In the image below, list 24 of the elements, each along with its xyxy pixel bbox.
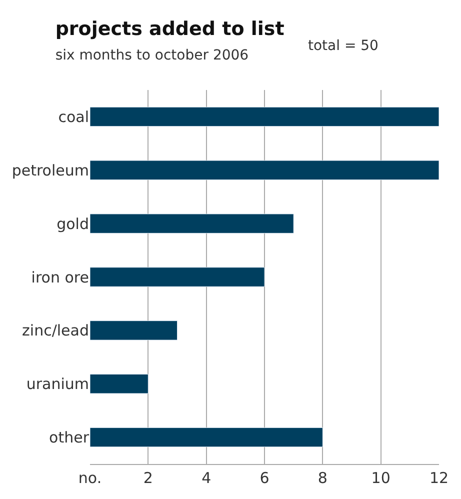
x-tick-label: 4	[202, 469, 212, 487]
y-tick-label: gold	[56, 214, 89, 233]
bar	[90, 106, 439, 127]
y-tick-label: other	[49, 428, 90, 447]
text: total = 50	[308, 38, 378, 54]
bar	[90, 267, 265, 287]
y-tick-label: uranium	[26, 375, 89, 394]
x-tick-label: 2	[143, 469, 153, 487]
x-tick-label: 12	[429, 469, 449, 487]
chart-subtitle: six months to october 2006	[55, 48, 249, 64]
y-tick-label: iron ore	[31, 268, 89, 286]
bar	[90, 320, 178, 340]
bar	[90, 160, 439, 180]
y-tick-label: coal	[58, 108, 89, 126]
x-tick-label: no.	[78, 469, 102, 487]
bar	[90, 214, 294, 234]
y-tick-label: petroleum	[12, 161, 89, 180]
x-tick-label: 10	[371, 469, 390, 487]
bar	[90, 374, 148, 394]
bar	[90, 427, 323, 448]
y-tick-label: zinc/lead	[22, 322, 89, 340]
x-tick-label: 6	[260, 469, 270, 487]
x-tick-label: 8	[318, 469, 328, 487]
chart-title: projects added to list	[55, 18, 284, 40]
